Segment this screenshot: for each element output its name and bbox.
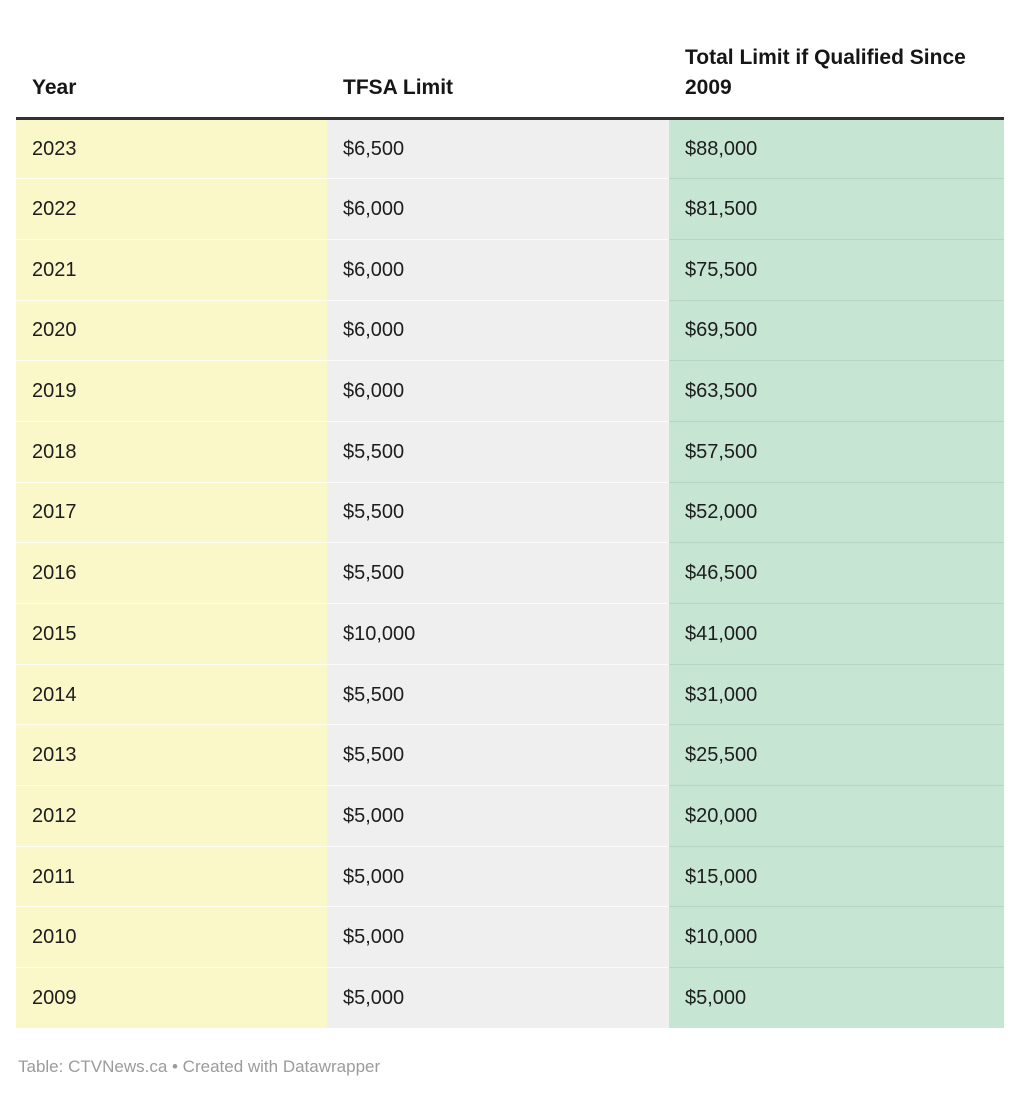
- year-cell: 2022: [16, 178, 327, 240]
- total-limit-cell: $5,000: [669, 967, 1004, 1029]
- tfsa-limit-cell: $5,000: [327, 785, 669, 847]
- year-cell: 2010: [16, 906, 327, 968]
- table-row: 2019 $6,000 $63,500: [16, 360, 1004, 422]
- attribution-footer: Table: CTVNews.ca • Created with Datawra…: [18, 1057, 381, 1077]
- total-limit-cell: $41,000: [669, 603, 1004, 665]
- year-cell: 2017: [16, 481, 327, 543]
- column-header-tfsa-limit: TFSA Limit: [327, 0, 669, 120]
- tfsa-limit-cell: $5,000: [327, 845, 669, 907]
- table-row: 2009 $5,000 $5,000: [16, 967, 1004, 1029]
- tfsa-limit-cell: $6,500: [327, 118, 669, 179]
- tfsa-limit-cell: $6,000: [327, 238, 669, 301]
- column-header-total-limit: Total Limit if Qualified Since 2009: [669, 0, 1004, 120]
- total-limit-cell: $75,500: [669, 238, 1004, 301]
- total-limit-cell: $88,000: [669, 118, 1004, 179]
- total-limit-cell: $63,500: [669, 360, 1004, 422]
- tfsa-limit-cell: $5,500: [327, 420, 669, 483]
- table-row: 2021 $6,000 $75,500: [16, 238, 1004, 301]
- year-cell: 2009: [16, 967, 327, 1029]
- total-limit-cell: $46,500: [669, 542, 1004, 604]
- table-row: 2017 $5,500 $52,000: [16, 481, 1004, 543]
- table-row: 2012 $5,000 $20,000: [16, 785, 1004, 847]
- header-row: Year TFSA Limit Total Limit if Qualified…: [16, 0, 1004, 120]
- table-body: 2023 $6,500 $88,000 2022 $6,000 $81,500 …: [16, 118, 1004, 1029]
- year-cell: 2018: [16, 420, 327, 483]
- year-cell: 2020: [16, 299, 327, 361]
- tfsa-limits-table: Year TFSA Limit Total Limit if Qualified…: [16, 0, 1004, 1029]
- total-limit-cell: $15,000: [669, 845, 1004, 907]
- tfsa-limit-cell: $5,500: [327, 724, 669, 786]
- total-limit-cell: $81,500: [669, 178, 1004, 240]
- tfsa-limit-cell: $6,000: [327, 360, 669, 422]
- total-limit-cell: $69,500: [669, 299, 1004, 361]
- year-cell: 2023: [16, 118, 327, 179]
- table-row: 2011 $5,000 $15,000: [16, 845, 1004, 907]
- year-cell: 2019: [16, 360, 327, 422]
- tfsa-limit-cell: $5,000: [327, 906, 669, 968]
- table-row: 2013 $5,500 $25,500: [16, 724, 1004, 786]
- table-row: 2014 $5,500 $31,000: [16, 663, 1004, 725]
- table-row: 2018 $5,500 $57,500: [16, 420, 1004, 483]
- total-limit-cell: $20,000: [669, 785, 1004, 847]
- year-cell: 2015: [16, 603, 327, 665]
- table-row: 2015 $10,000 $41,000: [16, 603, 1004, 665]
- tfsa-limit-cell: $6,000: [327, 299, 669, 361]
- table-row: 2010 $5,000 $10,000: [16, 906, 1004, 968]
- column-header-year: Year: [16, 0, 327, 120]
- total-limit-cell: $10,000: [669, 906, 1004, 968]
- year-cell: 2014: [16, 663, 327, 725]
- table-row: 2020 $6,000 $69,500: [16, 299, 1004, 361]
- total-limit-cell: $25,500: [669, 724, 1004, 786]
- year-cell: 2011: [16, 845, 327, 907]
- table-row: 2016 $5,500 $46,500: [16, 542, 1004, 604]
- tfsa-limit-cell: $10,000: [327, 603, 669, 665]
- tfsa-limit-cell: $5,500: [327, 481, 669, 543]
- tfsa-limit-cell: $5,500: [327, 542, 669, 604]
- tfsa-limit-cell: $5,500: [327, 663, 669, 725]
- year-cell: 2013: [16, 724, 327, 786]
- table-row: 2023 $6,500 $88,000: [16, 118, 1004, 179]
- table-header: Year TFSA Limit Total Limit if Qualified…: [16, 0, 1004, 120]
- total-limit-cell: $57,500: [669, 420, 1004, 483]
- tfsa-limit-cell: $6,000: [327, 178, 669, 240]
- total-limit-cell: $31,000: [669, 663, 1004, 725]
- table-row: 2022 $6,000 $81,500: [16, 178, 1004, 240]
- total-limit-cell: $52,000: [669, 481, 1004, 543]
- year-cell: 2021: [16, 238, 327, 301]
- tfsa-limit-cell: $5,000: [327, 967, 669, 1029]
- year-cell: 2012: [16, 785, 327, 847]
- year-cell: 2016: [16, 542, 327, 604]
